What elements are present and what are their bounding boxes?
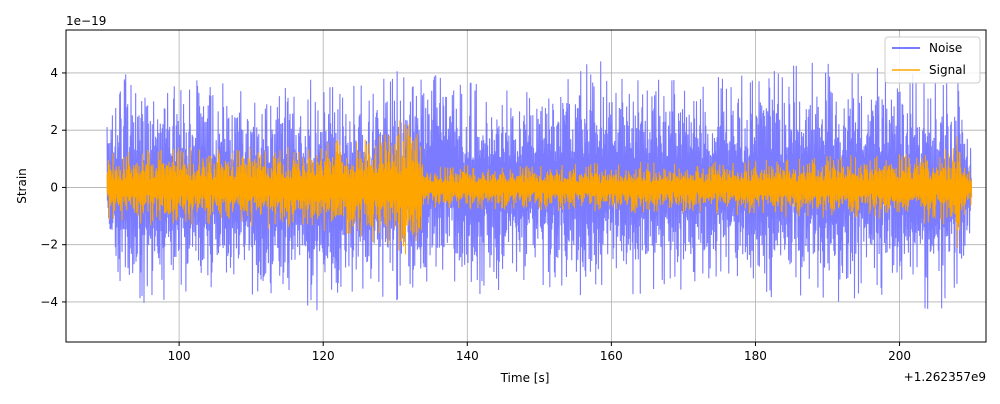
y-tick-label: 4 [50,66,58,80]
x-tick-label: 120 [312,349,335,363]
y-axis-label: Strain [15,168,29,204]
y-tick-label: 2 [50,123,58,137]
y-tick-label: −2 [40,238,58,252]
y-tick-label: −4 [40,295,58,309]
signal-series-line [106,120,973,255]
axis-ticks: 100 120 140 160 180 200 −4 −2 0 2 4 [40,66,911,363]
series-layer [106,61,973,311]
x-tick-label: 100 [168,349,191,363]
legend-signal-label: Signal [929,63,966,77]
plot-frame [65,29,987,343]
legend-noise-label: Noise [929,41,962,55]
x-tick-label: 140 [456,349,479,363]
legend: Noise Signal [884,36,981,84]
y-tick-label: 0 [50,180,58,194]
x-tick-label: 200 [888,349,911,363]
x-axis-label: Time [s] [500,371,550,385]
x-tick-label: 180 [744,349,767,363]
y-scale-label: 1e−19 [66,14,106,28]
x-tick-label: 160 [600,349,623,363]
x-offset-label: +1.262357e9 [904,370,986,384]
